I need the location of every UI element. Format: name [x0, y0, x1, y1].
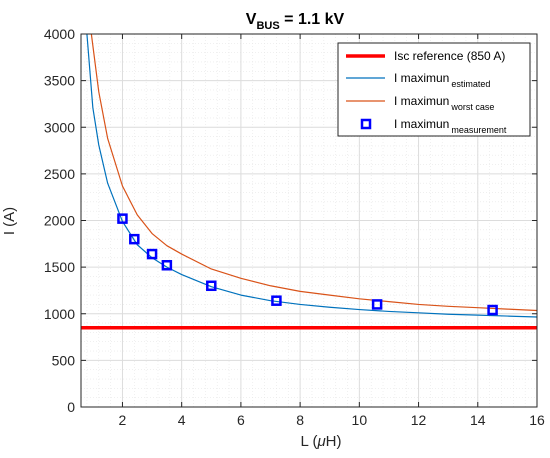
y-tick-label: 4000	[44, 26, 75, 42]
legend-swatch-3	[360, 118, 372, 130]
y-tick-label: 500	[52, 352, 76, 368]
measurement-point	[161, 260, 173, 271]
x-tick-label: 12	[411, 412, 427, 428]
x-tick-labels: 2 4 6 8 10 12 14 16	[119, 412, 545, 428]
series-line-1	[86, 33, 538, 318]
x-tick-label: 10	[352, 412, 368, 428]
x-tick-label: 6	[237, 412, 245, 428]
y-tick-label: 3500	[44, 73, 75, 89]
measurement-point	[487, 304, 498, 316]
series-layer	[81, 33, 538, 330]
x-tick-label: 16	[529, 412, 545, 428]
y-tick-label: 1000	[44, 306, 75, 322]
x-tick-label: 14	[470, 412, 486, 428]
y-tick-label: 0	[67, 399, 75, 415]
chart-title: VBUS = 1.1 kV	[246, 11, 345, 32]
y-tick-label: 2000	[44, 213, 75, 229]
legend-label-1: I maximun estimated	[394, 71, 490, 89]
y-tick-label: 3000	[44, 119, 75, 135]
measurement-point	[371, 299, 383, 310]
measurement-point	[146, 248, 158, 260]
chart-title-subscript: BUS	[256, 20, 279, 32]
y-axis-label: I (A)	[1, 207, 18, 235]
y-tick-label: 2500	[44, 166, 75, 182]
legend-label-0: Isc reference (850 A)	[394, 49, 505, 63]
legend: Isc reference (850 A) I maximun estimated I…	[337, 42, 531, 137]
legend-label-2: I maximun worst case	[394, 94, 494, 112]
series-line-2	[90, 33, 538, 312]
measurement-point	[206, 280, 217, 292]
legend-label-3: I maximun measurement	[394, 117, 507, 135]
x-tick-label: 2	[119, 412, 127, 428]
measurement-point	[129, 233, 140, 245]
measurement-point	[117, 213, 128, 224]
x-axis-label: L (μH)	[301, 433, 342, 450]
tick-marks	[81, 33, 538, 408]
measurement-point	[271, 295, 282, 306]
y-tick-label: 1500	[44, 259, 75, 275]
x-tick-label: 4	[178, 412, 186, 428]
x-tick-label: 8	[296, 412, 304, 428]
y-tick-labels: 0 500 1000 1500 2000 2500 3000 3500 4000	[44, 26, 75, 415]
